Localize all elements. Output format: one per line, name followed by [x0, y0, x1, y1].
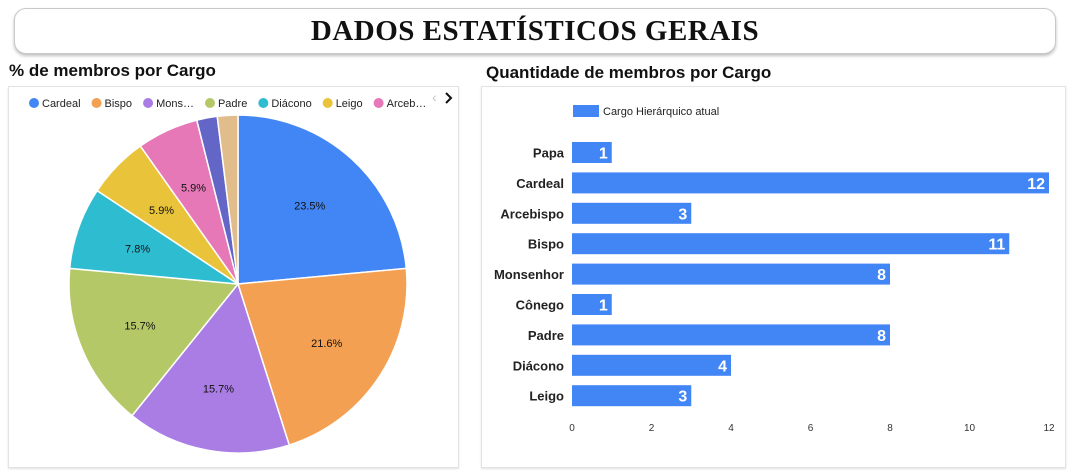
legend-item-padre[interactable]: Padre [204, 98, 247, 110]
legend-item-monsenhor[interactable]: Mons… [143, 98, 194, 110]
bar-value-label: 11 [988, 237, 1005, 254]
legend-label: Leigo [336, 98, 363, 110]
slice-label: 5.9% [181, 182, 206, 194]
legend-label: Bispo [105, 98, 133, 110]
x-tick-label: 0 [569, 423, 575, 434]
bar-chart-title: Quantidade de membros por Cargo [486, 63, 772, 82]
legend-label: Mons… [156, 98, 194, 110]
title-box: DADOS ESTATÍSTICOS GERAIS [14, 8, 1056, 54]
page-title: DADOS ESTATÍSTICOS GERAIS [310, 14, 760, 47]
legend-marker [373, 98, 384, 108]
legend-marker [29, 98, 39, 108]
pie-chart-card: Cardeal Bispo Mons… Padre Diácono Leigo Arceb…… [8, 86, 459, 468]
category-label: Cônego [516, 298, 564, 313]
legend-item-bispo[interactable]: Bispo [91, 98, 133, 110]
bar-chart-card: Cargo Hierárquico atual Papa 1 Cardeal 12 Arc… [481, 86, 1066, 468]
slice-label: 21.6% [311, 338, 342, 350]
pie-slice-papa[interactable] [216, 114, 239, 285]
bar-leigo[interactable] [572, 385, 692, 407]
legend-item-leigo[interactable]: Leigo [322, 98, 363, 110]
category-label: Padre [528, 328, 564, 343]
pie-slice-bispo[interactable] [237, 267, 408, 446]
pie-chart: Cardeal Bispo Mons… Padre Diácono Leigo Arceb…… [29, 89, 453, 454]
bar-diácono[interactable] [572, 354, 731, 376]
x-tick-label: 6 [808, 423, 814, 434]
bar-value-label: 4 [718, 358, 727, 375]
legend-marker [322, 98, 333, 108]
category-label: Diácono [513, 358, 564, 373]
legend-label: Arceb… [387, 98, 427, 110]
legend-label: Cargo Hierárquico atual [603, 106, 719, 118]
bar-cardeal[interactable] [572, 172, 1049, 194]
legend-item-diácono[interactable]: Diácono [258, 98, 312, 110]
legend-label: Cardeal [42, 98, 81, 110]
slice-label: 15.7% [124, 321, 155, 333]
legend-item-arcebispo[interactable]: Arceb… [373, 98, 427, 110]
slice-label: 23.5% [294, 200, 325, 212]
category-label: Leigo [529, 389, 564, 404]
x-tick-label: 10 [964, 423, 976, 434]
bar-papa[interactable] [572, 142, 612, 163]
pie-slice-padre[interactable] [68, 267, 240, 417]
bar-cônego[interactable] [572, 294, 612, 315]
pie-chart-title: % de membros por Cargo [9, 61, 216, 80]
legend-label: Padre [218, 98, 247, 110]
legend-prev-icon[interactable]: ‹ [432, 89, 437, 105]
bar-value-label: 12 [1027, 176, 1045, 193]
legend-marker [258, 98, 269, 108]
slice-label: 5.9% [149, 205, 174, 217]
category-label: Bispo [528, 237, 564, 252]
x-tick-label: 4 [728, 423, 734, 434]
category-label: Papa [533, 146, 565, 161]
x-tick-label: 2 [649, 423, 655, 434]
bar-padre[interactable] [572, 324, 890, 346]
legend-label: Diácono [271, 98, 311, 110]
legend-marker [204, 98, 215, 108]
legend-marker [143, 98, 154, 108]
legend-marker [91, 98, 102, 108]
bar-bispo[interactable] [572, 233, 1010, 255]
slice-label: 7.8% [125, 244, 150, 256]
bar-value-label: 8 [877, 267, 886, 284]
x-tick-label: 8 [887, 423, 893, 434]
bar-monsenhor[interactable] [572, 263, 890, 285]
bar-value-label: 1 [599, 146, 608, 163]
bar-arcebispo[interactable] [572, 202, 692, 224]
legend-marker [573, 105, 599, 117]
legend-next-icon[interactable] [445, 92, 453, 104]
category-label: Arcebispo [500, 206, 564, 221]
x-tick-label: 12 [1043, 423, 1055, 434]
category-label: Cardeal [516, 176, 564, 191]
slice-label: 15.7% [203, 384, 234, 396]
pie-slice-monsenhor[interactable] [130, 282, 291, 454]
bar-legend-item[interactable]: Cargo Hierárquico atual [573, 105, 719, 118]
bar-value-label: 1 [599, 298, 608, 315]
category-label: Monsenhor [494, 267, 564, 282]
bar-value-label: 8 [877, 328, 886, 345]
bar-value-label: 3 [678, 389, 687, 406]
pie-slice-cardeal[interactable] [237, 114, 408, 285]
bar-value-label: 3 [678, 206, 687, 223]
legend-item-cardeal[interactable]: Cardeal [29, 98, 81, 110]
